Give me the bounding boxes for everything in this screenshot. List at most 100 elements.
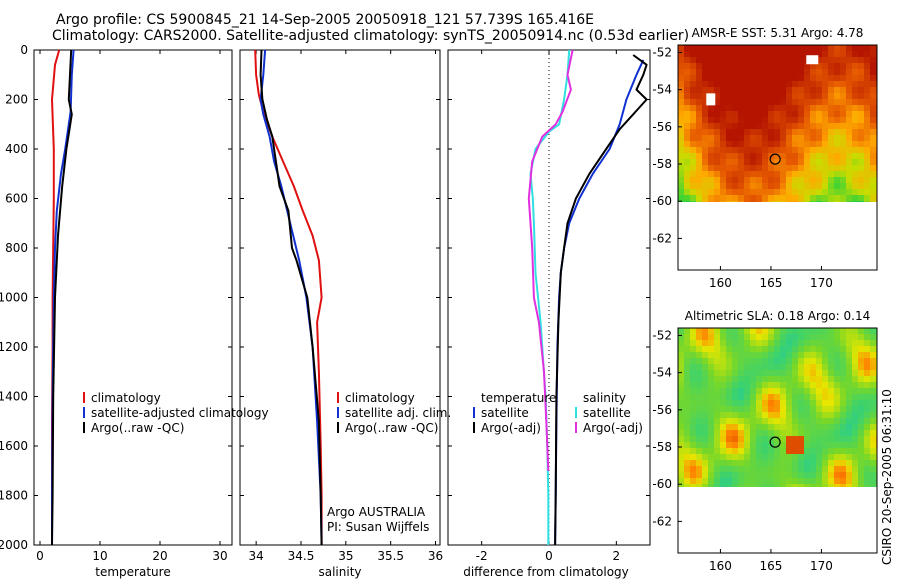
map-cell <box>720 69 726 75</box>
map-cell <box>804 129 810 135</box>
map-cell <box>678 81 684 87</box>
map-cell <box>738 171 744 177</box>
map-cell <box>714 418 720 424</box>
map-cell <box>732 370 738 376</box>
map-cell <box>678 424 684 430</box>
map-cell <box>726 400 732 406</box>
map-cell <box>708 418 714 424</box>
map-cell <box>732 460 738 466</box>
map-cell <box>822 87 828 93</box>
map-cell <box>858 183 864 189</box>
map-cell <box>810 358 816 364</box>
map-cell <box>804 99 810 105</box>
map-cell <box>852 388 858 394</box>
map-cell <box>810 183 816 189</box>
map-cell <box>822 183 828 189</box>
map-cell <box>762 466 768 472</box>
map-cell <box>774 334 780 340</box>
map-cell <box>756 111 762 117</box>
map-cell <box>696 364 702 370</box>
map-cell <box>798 81 804 87</box>
map-cell <box>738 75 744 81</box>
map-cell <box>774 141 780 147</box>
map-cell <box>822 460 828 466</box>
map-cell <box>840 442 846 448</box>
map-cell <box>708 430 714 436</box>
map-cell <box>678 442 684 448</box>
map-cell <box>714 117 720 123</box>
map-cell <box>696 454 702 460</box>
map-cell <box>792 460 798 466</box>
map-cell <box>774 358 780 364</box>
map-cell <box>870 376 876 382</box>
map-cell <box>858 346 864 352</box>
map-cell <box>708 334 714 340</box>
map-cell <box>780 75 786 81</box>
map-cell <box>768 406 774 412</box>
map-cell <box>804 460 810 466</box>
map-cell <box>804 418 810 424</box>
map-cell <box>780 111 786 117</box>
map-cell <box>792 400 798 406</box>
map-cell <box>786 57 792 63</box>
map-cell <box>738 81 744 87</box>
map-cell <box>816 99 822 105</box>
map-cell <box>714 93 720 99</box>
map-cell <box>684 99 690 105</box>
map-cell <box>774 177 780 183</box>
map-cell <box>786 358 792 364</box>
map-cell <box>726 45 732 51</box>
map-cell <box>798 454 804 460</box>
map-cell <box>714 69 720 75</box>
map-cell <box>792 105 798 111</box>
map-cell <box>804 484 810 487</box>
map-cell <box>708 382 714 388</box>
y-tick-label: -60 <box>652 477 672 491</box>
map-cell <box>828 57 834 63</box>
map-cell <box>840 436 846 442</box>
map-cell <box>708 340 714 346</box>
map-cell <box>816 183 822 189</box>
map-cell <box>678 382 684 388</box>
map-cell <box>780 135 786 141</box>
map-cell <box>816 394 822 400</box>
map-cell <box>702 346 708 352</box>
map-cell <box>756 189 762 195</box>
map-cell <box>852 466 858 472</box>
map-cell <box>708 484 714 487</box>
map-cell <box>774 364 780 370</box>
map-cell <box>726 189 732 195</box>
map-cell <box>792 358 798 364</box>
map-cell <box>798 123 804 129</box>
map-cell <box>840 424 846 430</box>
map-cell <box>684 352 690 358</box>
map-cell <box>750 460 756 466</box>
map-cell <box>768 111 774 117</box>
map-cell <box>786 195 792 201</box>
map-cell <box>696 448 702 454</box>
map-cell <box>780 57 786 63</box>
map-cell <box>846 45 852 51</box>
map-cell <box>870 195 876 201</box>
map-cell <box>762 358 768 364</box>
map-cell <box>678 189 684 195</box>
map-cell <box>858 412 864 418</box>
map-cell <box>822 346 828 352</box>
map-cell <box>834 382 840 388</box>
map-cell <box>690 111 696 117</box>
map-cell <box>720 460 726 466</box>
map-cell <box>756 412 762 418</box>
map-cell <box>792 418 798 424</box>
map-cell <box>834 454 840 460</box>
map-cell <box>726 135 732 141</box>
map-cell <box>762 195 768 201</box>
map-cell <box>852 165 858 171</box>
map-cell <box>804 147 810 153</box>
map-cell <box>720 376 726 382</box>
map-cell <box>678 484 684 487</box>
map-cell <box>702 370 708 376</box>
map-cell <box>726 195 732 201</box>
map-cell <box>864 129 870 135</box>
map-cell <box>720 81 726 87</box>
map-cell <box>798 430 804 436</box>
